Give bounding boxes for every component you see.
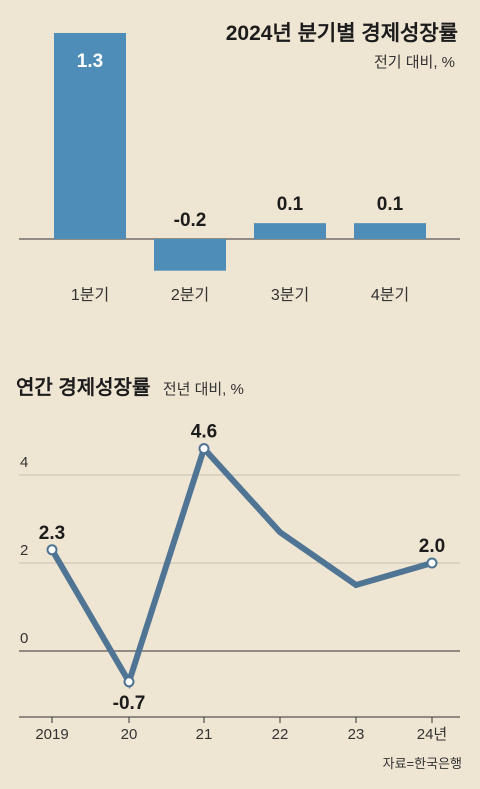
line-chart-title: 연간 경제성장률 전년 대비, % <box>16 376 244 399</box>
data-point-marker <box>46 544 58 556</box>
x-tick-label: 24년 <box>417 726 448 743</box>
y-tick-label: 0 <box>20 630 28 647</box>
data-point-label: 2.0 <box>419 536 445 557</box>
bar-category-label: 2분기 <box>171 286 209 304</box>
bar-value-label: 1.3 <box>77 51 103 72</box>
data-point-label: 4.6 <box>191 422 217 443</box>
bar-value-label: -0.2 <box>174 210 207 231</box>
bar-3 <box>254 223 326 239</box>
bar-category-label: 3분기 <box>271 286 309 304</box>
bar-category-label: 4분기 <box>371 286 409 304</box>
source-note: 자료=한국은행 <box>383 756 462 771</box>
x-tick-label: 2019 <box>35 726 68 743</box>
x-tick-label: 22 <box>272 726 289 743</box>
bar-chart: 1.3 1분기 -0.2 2분기 0.1 3분기 0.1 4분기 <box>19 33 460 304</box>
y-tick-label: 2 <box>20 542 28 559</box>
data-point-label: 2.3 <box>39 523 65 544</box>
y-tick-label: 4 <box>20 454 28 471</box>
bar-chart-subtitle: 전기 대비, % <box>374 54 455 71</box>
series-line <box>49 442 433 690</box>
data-point-marker <box>198 443 210 455</box>
bar-chart-title: 2024년 분기별 경제성장률 <box>226 22 458 45</box>
line-chart-subtitle: 전년 대비, % <box>163 381 244 398</box>
x-tick-label: 20 <box>121 726 138 743</box>
bar-1 <box>54 33 126 239</box>
data-point-marker <box>426 557 438 569</box>
bar-value-label: 0.1 <box>277 194 304 215</box>
bar-2 <box>154 239 226 271</box>
data-point-marker <box>123 676 135 688</box>
bar-category-label: 1분기 <box>71 286 109 304</box>
bar-value-label: 0.1 <box>377 194 404 215</box>
line-chart-title-main: 연간 경제성장률 <box>16 376 150 399</box>
x-tick-label: 21 <box>196 726 213 743</box>
x-tick-label: 23 <box>348 726 365 743</box>
data-point-label: -0.7 <box>113 693 146 714</box>
bar-4 <box>354 223 426 239</box>
